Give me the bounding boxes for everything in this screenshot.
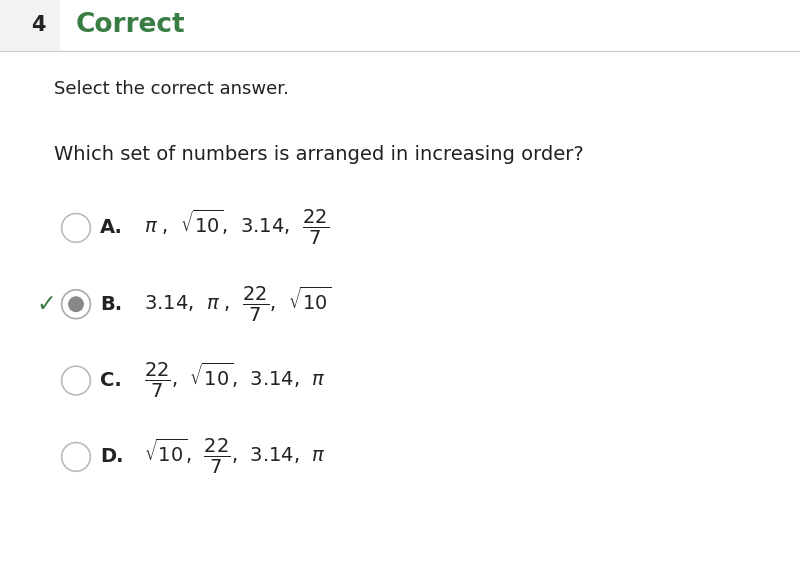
Ellipse shape (68, 296, 84, 312)
Ellipse shape (62, 366, 90, 395)
Text: $\dfrac{22}{7}$,  $\sqrt{10}$,  3.14,  $\pi$: $\dfrac{22}{7}$, $\sqrt{10}$, 3.14, $\pi… (144, 361, 326, 400)
Text: B.: B. (100, 294, 122, 314)
Ellipse shape (62, 290, 90, 319)
FancyBboxPatch shape (0, 0, 60, 51)
Text: $\pi$ ,  $\sqrt{10}$,  3.14,  $\dfrac{22}{7}$: $\pi$ , $\sqrt{10}$, 3.14, $\dfrac{22}{7… (144, 208, 329, 247)
Ellipse shape (62, 214, 90, 242)
Text: ✓: ✓ (37, 292, 56, 316)
Ellipse shape (62, 443, 90, 471)
Text: A.: A. (100, 218, 123, 238)
Text: Which set of numbers is arranged in increasing order?: Which set of numbers is arranged in incr… (54, 145, 584, 165)
Text: 3.14,  $\pi$ ,  $\dfrac{22}{7}$,  $\sqrt{10}$: 3.14, $\pi$ , $\dfrac{22}{7}$, $\sqrt{10… (144, 285, 331, 324)
Text: Select the correct answer.: Select the correct answer. (54, 80, 290, 98)
Text: $\sqrt{10}$,  $\dfrac{22}{7}$,  3.14,  $\pi$: $\sqrt{10}$, $\dfrac{22}{7}$, 3.14, $\pi… (144, 437, 326, 476)
Text: 4: 4 (31, 15, 46, 35)
Text: Correct: Correct (76, 12, 186, 38)
Text: D.: D. (100, 447, 123, 467)
Text: C.: C. (100, 371, 122, 390)
